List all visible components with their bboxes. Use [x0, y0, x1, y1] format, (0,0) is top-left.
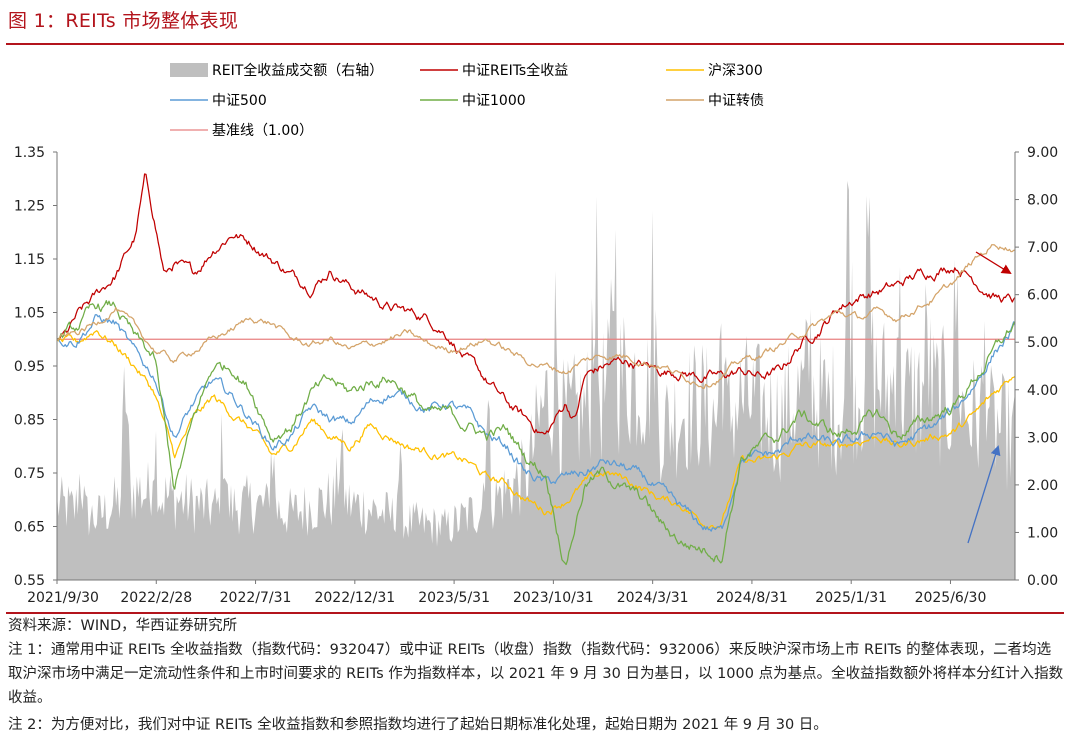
left-tick-label: 1.35	[14, 145, 45, 161]
series-line-zz1000	[56, 300, 1016, 566]
volume-area-layer	[57, 180, 1015, 580]
legend-volume-swatch	[170, 63, 208, 77]
right-tick-label: 4.00	[1027, 383, 1058, 399]
right-tick-label: 6.00	[1027, 288, 1058, 304]
annotation-arrow-blue	[967, 445, 1001, 544]
right-tick-label: 8.00	[1027, 193, 1058, 209]
legend-baseline-label: 基准线（1.00）	[212, 122, 313, 139]
legend: REIT全收益成交额（右轴） 中证REITs全收益 沪深300 中证500 中证…	[170, 62, 764, 139]
x-tick-label: 2025/6/30	[915, 590, 987, 606]
volume-area	[57, 180, 1015, 580]
chart: REIT全收益成交额（右轴） 中证REITs全收益 沪深300 中证500 中证…	[14, 62, 1058, 606]
legend-hs300-label: 沪深300	[708, 63, 763, 79]
left-tick-label: 0.65	[14, 520, 45, 536]
left-axis-ticks: 0.55 0.65 0.75 0.85 0.95 1.05 1.15 1.25 1.35	[14, 145, 57, 589]
right-axis-ticks: 0.00 1.00 2.00 3.00 4.00 5.00 6.00 7.00 8.00 9.00	[1015, 145, 1058, 589]
right-tick-label: 3.00	[1027, 430, 1058, 446]
legend-reits-label: 中证REITs全收益	[462, 62, 568, 79]
left-tick-label: 0.85	[14, 413, 45, 429]
legend-volume-label: REIT全收益成交额（右轴）	[212, 62, 383, 79]
x-tick-label: 2025/1/31	[815, 590, 887, 606]
left-tick-label: 1.15	[14, 252, 45, 268]
right-tick-label: 2.00	[1027, 478, 1058, 494]
series-line-convertible	[56, 244, 1016, 390]
right-tick-label: 1.00	[1027, 525, 1058, 541]
series-line-zz500	[56, 314, 1016, 532]
right-tick-label: 7.00	[1027, 240, 1058, 256]
footnote-1: 注 1：通常用中证 REITs 全收益指数（指数代码：932047）或中证 RE…	[8, 642, 1064, 706]
x-tick-label: 2023/10/31	[513, 590, 594, 606]
x-tick-label: 2022/12/31	[314, 590, 395, 606]
left-tick-label: 0.55	[14, 573, 45, 589]
series-line-hs300	[56, 330, 1016, 530]
series-line-reits	[56, 173, 1016, 435]
right-tick-label: 0.00	[1027, 573, 1058, 589]
legend-zz1000-label: 中证1000	[462, 93, 526, 109]
legend-convertible-label: 中证转债	[708, 93, 764, 109]
x-tick-label: 2023/5/31	[418, 590, 490, 606]
figure-title: 图 1：REITs 市场整体表现	[8, 10, 239, 32]
x-tick-label: 2021/9/30	[27, 590, 99, 606]
series-layer	[56, 173, 1016, 566]
x-tick-label: 2024/8/31	[716, 590, 788, 606]
left-tick-label: 1.25	[14, 199, 45, 215]
right-tick-label: 5.00	[1027, 335, 1058, 351]
left-tick-label: 1.05	[14, 306, 45, 322]
footnote-2: 注 2：为方便对比，我们对中证 REITs 全收益指数和参照指数均进行了起始日期…	[8, 717, 828, 733]
x-tick-label: 2022/7/31	[220, 590, 292, 606]
x-tick-label: 2022/2/28	[120, 590, 192, 606]
x-axis-ticks: 2021/9/30 2022/2/28 2022/7/31 2022/12/31 202…	[27, 580, 986, 606]
bottom-rule	[6, 612, 1064, 614]
x-tick-label: 2024/3/31	[617, 590, 689, 606]
left-tick-label: 0.95	[14, 359, 45, 375]
annotation-arrow-red	[975, 251, 1012, 275]
legend-zz500-label: 中证500	[212, 93, 267, 109]
title-rule	[6, 43, 1064, 45]
source-note: 资料来源：WIND，华西证券研究所	[8, 618, 238, 634]
right-tick-label: 9.00	[1027, 145, 1058, 161]
left-tick-label: 0.75	[14, 466, 45, 482]
